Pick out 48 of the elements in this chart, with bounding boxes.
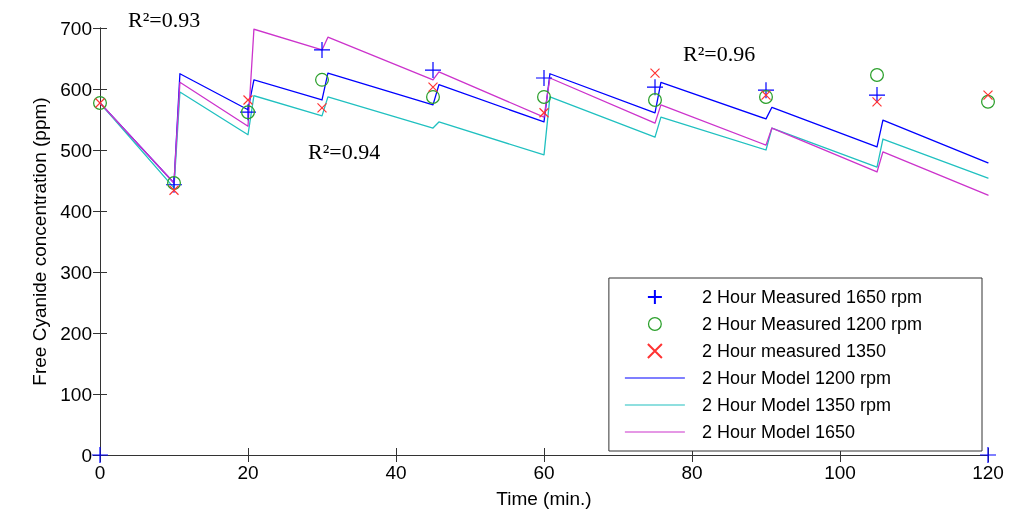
point (646, 78, 664, 96)
point (168, 185, 180, 196)
point (649, 68, 661, 79)
point (757, 81, 775, 99)
y-tick-label: 400 (60, 200, 92, 222)
y-tick-label: 0 (81, 444, 92, 466)
legend-label: 2 Hour Measured 1200 rpm (701, 314, 923, 334)
x-tick-label: 100 (824, 462, 856, 483)
point (871, 96, 883, 107)
point (648, 92, 662, 107)
point (316, 102, 328, 114)
annotation: R²=0.93 (128, 6, 201, 32)
y-tick-label: 200 (60, 322, 92, 344)
point (427, 82, 439, 93)
legend-label: 2 Hour Model 1200 rpm (701, 368, 891, 388)
x-tick-label: 20 (237, 462, 259, 483)
point (870, 67, 884, 82)
point (165, 176, 183, 194)
x-tick-label: 80 (681, 462, 703, 483)
legend-label: 2 Hour Model 1650 (701, 422, 855, 442)
point (424, 61, 442, 79)
annotation: R²=0.94 (308, 138, 381, 164)
x-tick-label: 0 (94, 462, 106, 483)
x-tick-label: 40 (385, 462, 407, 483)
point (315, 72, 329, 87)
y-tick-label: 100 (60, 383, 92, 405)
point (91, 446, 109, 464)
point (538, 107, 550, 118)
y-tick-label: 700 (60, 17, 92, 39)
annotation: R²=0.96 (683, 40, 756, 66)
legend-label: 2 Hour Model 1350 rpm (701, 395, 891, 415)
point (537, 89, 551, 104)
y-tick-label: 300 (60, 261, 92, 283)
x-tick-label: 120 (972, 462, 1004, 483)
x-tick-label: 60 (533, 462, 555, 483)
y-tick-label: 600 (60, 78, 92, 100)
y-tick-label: 500 (60, 139, 92, 161)
point (981, 94, 995, 109)
point (535, 69, 553, 87)
y-axis-title: Free Cyanide concentration (ppm) (29, 97, 51, 386)
legend-label: 2 Hour Measured 1650 rpm (701, 287, 923, 307)
point (426, 89, 440, 104)
point (313, 41, 331, 59)
point (979, 446, 997, 464)
point (982, 90, 994, 101)
point (242, 94, 254, 106)
legend-label: 2 Hour measured 1350 (701, 341, 887, 361)
x-axis-title: Time (min.) (496, 488, 592, 509)
